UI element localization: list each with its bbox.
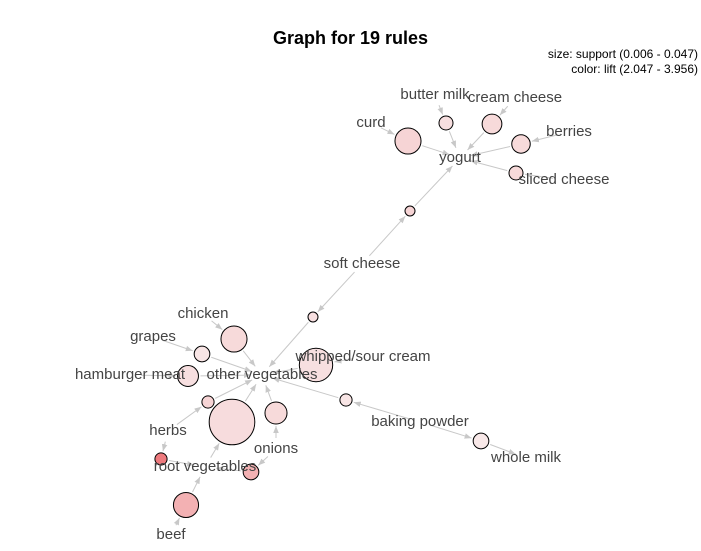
item-label-herbs: herbs [149, 422, 187, 439]
rule-node-14 [201, 395, 215, 409]
edge-rule-8-to-other_vegetables [242, 350, 256, 367]
item-label-other-vegetables: other vegetables [207, 366, 318, 383]
item-label-cream-cheese: cream cheese [468, 89, 562, 106]
edge-curd-to-rule-3 [380, 127, 395, 135]
item-label-berries: berries [546, 123, 592, 140]
item-label-beef: beef [156, 526, 186, 543]
item-label-sliced-cheese: sliced cheese [519, 171, 610, 188]
rule-node-16 [264, 401, 288, 425]
edge-butter_milk-to-rule-1 [437, 105, 444, 115]
item-label-whole-milk: whole milk [490, 449, 562, 466]
edge-onions-to-rule-18 [257, 456, 269, 466]
edge-rule-9-to-other_vegetables [211, 356, 252, 372]
rule-node-5 [508, 165, 524, 181]
item-label-chicken: chicken [178, 305, 229, 322]
rule-node-12 [339, 393, 353, 407]
edge-rule-5-to-yogurt [470, 159, 508, 172]
edge-whipped_sour_cream-to-rule-10 [334, 357, 353, 364]
item-label-curd: curd [356, 114, 385, 131]
rule-node-9 [193, 345, 211, 363]
edge-rule-11-to-other_vegetables [200, 372, 252, 379]
edge-rule-16-to-other_vegetables [265, 385, 272, 401]
edge-rule-6-to-yogurt [414, 165, 453, 207]
rule-node-6 [404, 205, 416, 217]
item-label-onions: onions [254, 440, 298, 457]
rule-node-11 [177, 365, 199, 387]
edge-sliced_cheese-to-rule-5 [524, 172, 554, 179]
rule-node-19 [172, 491, 200, 519]
item-label-whipped-sour-cream: whipped/sour cream [294, 348, 430, 365]
edge-rule-19-to-root_vegetables [192, 476, 201, 493]
edge-rule-17-to-root_vegetables [168, 459, 195, 467]
edge-rule-2-to-yogurt [467, 132, 485, 151]
rule-node-3 [394, 127, 422, 155]
item-label-soft-cheese: soft cheese [324, 255, 401, 272]
edge-rule-10-to-other_vegetables [272, 367, 298, 375]
edge-herbs-to-rule-14 [176, 406, 202, 425]
item-label-baking-powder: baking powder [371, 413, 469, 430]
edges [140, 105, 559, 526]
rule-node-13 [472, 432, 490, 450]
edge-grapes-to-rule-9 [163, 340, 193, 352]
rule-nodes [154, 113, 531, 519]
edge-soft_cheese-to-rule-7 [317, 271, 355, 313]
edge-root_vegetables-to-rule-15 [210, 443, 220, 458]
legend-size: size: support (0.006 - 0.047) [547, 47, 698, 61]
edge-rule-3-to-yogurt [422, 145, 450, 156]
rule-node-10 [298, 347, 334, 383]
edge-baking_powder-to-rule-13 [430, 424, 472, 439]
rule-node-2 [481, 113, 503, 135]
edge-rule-1-to-yogurt [448, 131, 457, 148]
edge-rule-18-to-root_vegetables [215, 466, 242, 472]
rule-node-18 [242, 463, 260, 481]
edge-soft_cheese-to-rule-6 [369, 215, 406, 257]
item-label-butter-milk: butter milk [400, 86, 470, 103]
legend-color: color: lift (2.047 - 3.956) [571, 62, 698, 76]
item-label-grapes: grapes [130, 328, 176, 345]
rule-node-8 [220, 325, 248, 353]
rule-node-7 [307, 311, 319, 323]
edge-herbs-to-rule-17 [161, 441, 168, 452]
edge-rule-12-to-other_vegetables [272, 377, 339, 399]
graph-title: Graph for 19 rules [272, 28, 429, 48]
rule-node-1 [438, 115, 454, 131]
edge-rule-4-to-yogurt [470, 146, 511, 157]
edge-berries-to-rule-4 [531, 134, 559, 143]
edge-rule-14-to-other_vegetables [215, 379, 253, 399]
item-label-yogurt: yogurt [439, 149, 482, 166]
edge-beef-to-rule-19 [173, 517, 180, 526]
edge-rule-7-to-other_vegetables [268, 321, 309, 368]
edge-cream_cheese-to-rule-2 [499, 105, 509, 116]
edge-baking_powder-to-rule-12 [353, 401, 410, 420]
edge-hamburger_meat-to-rule-11 [140, 372, 176, 379]
rule-node-15 [208, 398, 256, 446]
edge-rule-15-to-other_vegetables [244, 384, 257, 402]
edge-chicken-to-rule-8 [211, 320, 223, 330]
rule-node-4 [511, 134, 531, 154]
item-label-hamburger-meat: hamburger meat [75, 366, 186, 383]
rule-node-17 [154, 452, 168, 466]
item-label-root-vegetables: root vegetables [154, 458, 257, 475]
edge-rule-13-to-whole_milk [490, 444, 516, 455]
